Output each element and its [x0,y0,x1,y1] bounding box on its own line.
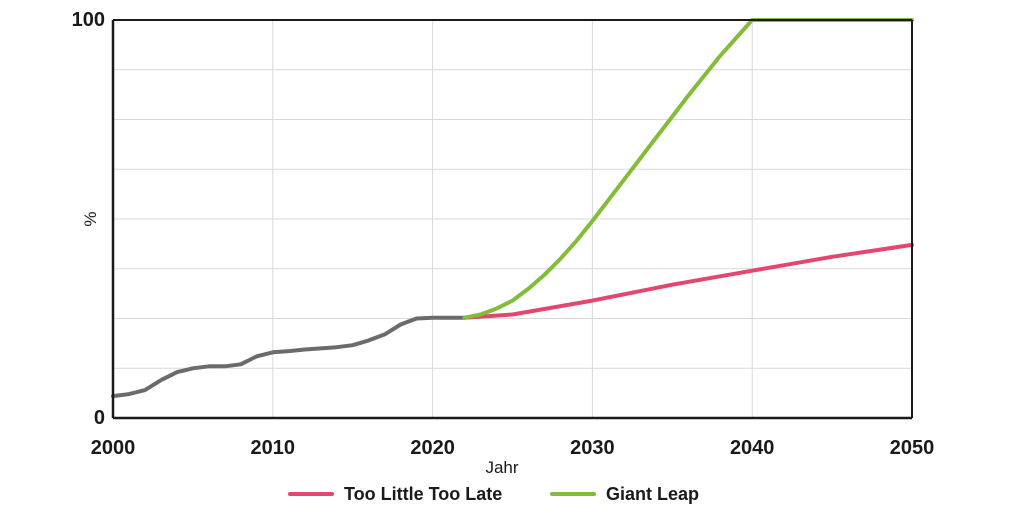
grid [112,19,913,419]
legend-item-giant-leap[interactable]: Giant Leap [550,484,699,504]
legend-label-too-little: Too Little Too Late [344,484,502,504]
series-layer [111,18,914,399]
x-tick-label-2050: 2050 [890,437,935,459]
y-tick-label-0: 0 [94,407,105,429]
x-tick-label-2030: 2030 [570,437,615,459]
x-tick-label-2010: 2010 [251,437,296,459]
y-tick-label-100: 100 [72,9,105,31]
legend: Too Little Too Late Giant Leap [288,484,699,504]
tick-labels: 2000 2010 2020 2030 2040 2050 0 100 [72,9,935,459]
x-tick-label-2000: 2000 [91,437,136,459]
x-axis-label: Jahr [485,458,518,477]
series-line-too_little [462,242,914,320]
legend-label-giant-leap: Giant Leap [606,484,699,504]
legend-item-too-little[interactable]: Too Little Too Late [288,484,502,504]
y-axis-label: % [81,211,100,226]
series-line-historical [111,315,467,399]
x-tick-label-2020: 2020 [410,437,455,459]
axes [111,19,913,420]
x-tick-label-2040: 2040 [730,437,775,459]
